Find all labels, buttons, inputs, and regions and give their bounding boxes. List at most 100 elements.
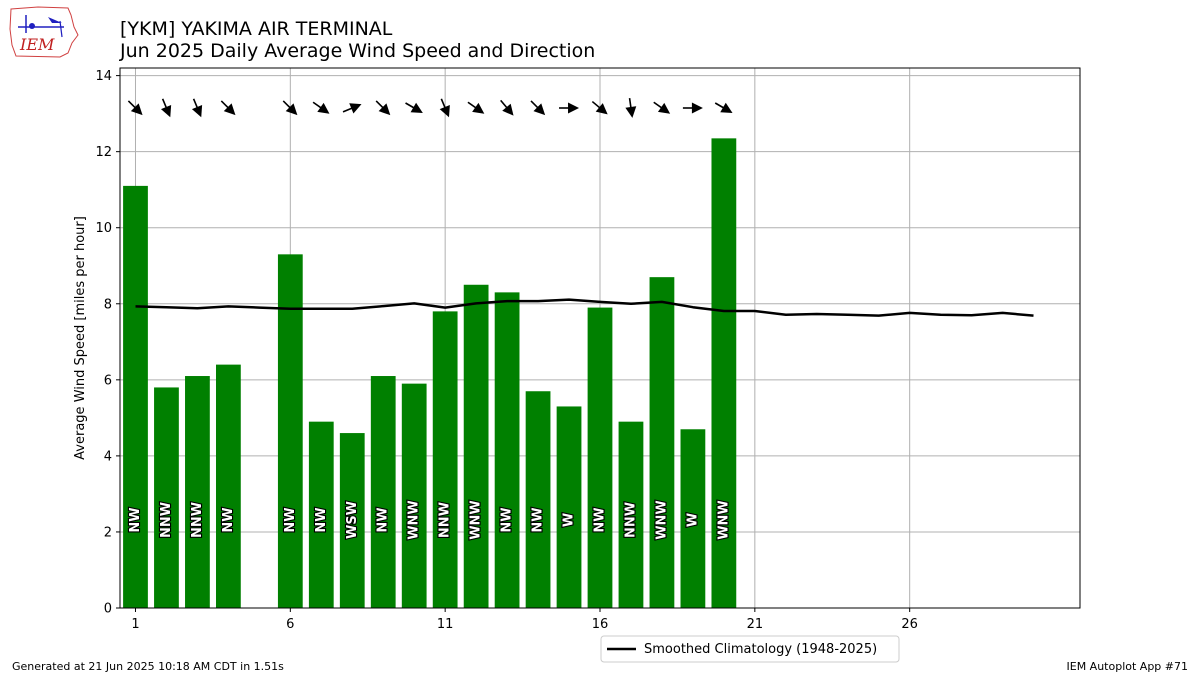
y-tick-label: 8	[104, 297, 112, 312]
bar-day-15	[556, 406, 582, 608]
iem-logo: IEM	[9, 6, 79, 58]
arrow-day-7	[312, 101, 330, 114]
arrow-day-6	[282, 100, 298, 116]
arrow-head	[191, 104, 203, 118]
arrow-head	[568, 102, 580, 114]
direction-label-day-13: NW	[500, 507, 515, 532]
arrow-head	[533, 103, 546, 116]
arrow-head	[349, 103, 362, 114]
arrow-head	[410, 102, 423, 113]
arrow-day-16	[591, 100, 608, 115]
direction-label-day-9: NW	[376, 507, 391, 532]
y-tick-label: 0	[104, 602, 112, 617]
bars	[123, 138, 737, 609]
y-tick-label: 14	[95, 69, 112, 84]
direction-label-day-6: NW	[283, 507, 298, 532]
bar-day-9	[370, 376, 396, 608]
bar-day-8	[339, 433, 365, 608]
logo-text: IEM	[19, 35, 55, 54]
x-tick-label: 21	[747, 617, 764, 632]
bar-day-2	[154, 387, 179, 608]
bar-day-18	[649, 277, 675, 608]
bar-day-12	[463, 284, 489, 608]
bar-day-7	[308, 421, 334, 608]
arrow-day-4	[220, 100, 236, 116]
arrow-day-2	[160, 98, 172, 118]
y-tick-label: 2	[104, 525, 112, 540]
arrow-head	[439, 104, 450, 118]
direction-label-day-18: WNW	[654, 500, 669, 540]
arrow-day-1	[127, 100, 143, 116]
legend-label: Smoothed Climatology (1948-2025)	[644, 642, 877, 657]
legend: Smoothed Climatology (1948-2025)	[600, 635, 900, 663]
arrow-day-17	[625, 97, 637, 118]
bar-day-4	[216, 364, 241, 608]
chart-title-line-2: Jun 2025 Daily Average Wind Speed and Di…	[120, 40, 596, 62]
direction-label-day-20: WNW	[716, 500, 731, 540]
direction-label-day-15: W	[562, 513, 577, 527]
footer-app-id: IEM Autoplot App #71	[1066, 660, 1189, 673]
bar-day-14	[525, 391, 551, 608]
direction-label-day-1: NW	[128, 507, 143, 532]
arrow-head	[223, 103, 236, 116]
y-tick-label: 6	[104, 373, 112, 388]
arrow-day-19	[682, 102, 703, 114]
arrow-head	[691, 102, 703, 114]
bar-day-17	[618, 421, 644, 608]
bar-day-19	[680, 429, 706, 608]
y-tick-label: 4	[104, 449, 112, 464]
arrow-head	[160, 104, 172, 118]
arrow-day-18	[653, 101, 671, 114]
direction-label-day-19: W	[685, 513, 700, 527]
y-tick-label: 12	[95, 145, 112, 160]
direction-label-day-14: NW	[531, 507, 546, 532]
arrow-head	[595, 103, 608, 115]
bar-day-10	[401, 383, 427, 608]
arrow-day-20	[714, 102, 733, 113]
arrow-day-11	[439, 98, 450, 118]
arrow-day-15	[559, 102, 580, 114]
legend-box	[600, 635, 900, 663]
arrow-head	[657, 102, 671, 114]
direction-labels: NW NNW NNW NW NW NW WSW NW WNW NNW WNW NW NW W NW NNW WN…	[127, 499, 733, 541]
arrow-head	[720, 102, 733, 113]
direction-label-day-2: NNW	[159, 502, 174, 538]
bar-day-13	[494, 292, 520, 608]
arrow-day-14	[530, 100, 546, 116]
direction-label-day-10: WNW	[407, 500, 422, 540]
arrow-head	[472, 102, 485, 114]
y-tick-label: 10	[95, 221, 112, 236]
arrow-day-10	[405, 102, 423, 113]
arrow-head	[130, 103, 143, 116]
direction-label-day-11: NNW	[438, 502, 453, 538]
footer-generated-text: Generated at 21 Jun 2025 10:18 AM CDT in…	[12, 660, 284, 673]
arrow-day-3	[191, 98, 203, 118]
direction-label-day-12: WNW	[469, 500, 484, 540]
climatology-layer	[135, 298, 1034, 317]
direction-label-day-16: NW	[593, 507, 608, 532]
chart-title-line-1: [YKM] YAKIMA AIR TERMINAL	[120, 18, 393, 40]
bar-day-11	[432, 311, 458, 608]
x-tick-label: 16	[592, 617, 609, 632]
direction-label-day-3: NNW	[190, 502, 205, 538]
climatology-line	[135, 298, 1034, 317]
y-axis-label: Average Wind Speed [miles per hour]	[73, 216, 88, 460]
arrow-day-8	[342, 103, 362, 114]
x-tick-label: 6	[286, 617, 294, 632]
x-tick-label: 1	[131, 617, 139, 632]
x-tick-label: 11	[437, 617, 454, 632]
direction-label-day-7: NW	[314, 507, 329, 532]
bar-day-20	[711, 138, 737, 608]
direction-label-day-4: NW	[221, 507, 236, 532]
arrow-day-13	[500, 99, 514, 116]
arrow-day-12	[467, 101, 485, 114]
direction-label-day-8: WSW	[345, 501, 360, 539]
arrow-head	[285, 103, 298, 116]
x-tick-label: 26	[901, 617, 918, 632]
direction-label-day-17: NNW	[623, 502, 638, 538]
bar-day-3	[185, 376, 210, 608]
bar-day-1	[123, 185, 148, 608]
arrow-head	[502, 103, 514, 116]
